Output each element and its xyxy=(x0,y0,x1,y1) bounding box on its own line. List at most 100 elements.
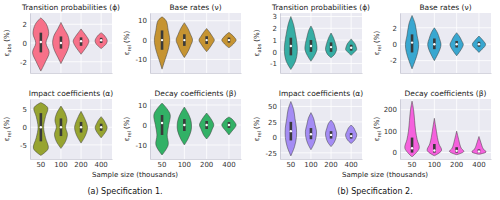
tick-label: 0 xyxy=(273,49,277,57)
median-dot xyxy=(100,39,102,41)
median-dot xyxy=(433,43,435,45)
grid-line xyxy=(310,13,311,73)
violin xyxy=(154,103,171,155)
y-label-subscript: rel xyxy=(126,45,132,51)
x-axis xyxy=(281,73,363,75)
median-dot xyxy=(455,150,457,152)
median-dot xyxy=(455,43,457,45)
tick-label: 400 xyxy=(472,161,485,169)
x-axis-label: Sample size (thousands) xyxy=(92,171,178,179)
quartile-box xyxy=(290,122,293,141)
y-label-subscript: rel xyxy=(256,131,262,137)
tick: -5 xyxy=(20,142,30,150)
tick-label: -2 xyxy=(20,58,27,66)
tick: 50 xyxy=(36,159,45,169)
tick: 2 xyxy=(273,25,280,33)
tick: 100 xyxy=(54,159,67,169)
violin xyxy=(472,36,485,52)
grid-line xyxy=(434,13,435,73)
median-dot xyxy=(478,150,480,152)
quartile-box xyxy=(411,138,414,153)
quartile-box xyxy=(228,38,231,43)
grid-line xyxy=(101,99,102,159)
violin xyxy=(176,23,192,58)
tick-label: -25 xyxy=(266,150,277,158)
axis-line xyxy=(150,14,151,74)
y-axis: -202 xyxy=(20,14,30,74)
quartile-box xyxy=(455,147,458,152)
subplot-title: Impact coefficients (α) xyxy=(29,89,114,98)
tick: 5 xyxy=(23,106,30,114)
caption: (b) Specification 2. xyxy=(337,187,412,196)
quartile-box xyxy=(60,118,63,136)
quartile-box xyxy=(183,119,186,131)
y-label-unit: (%) xyxy=(123,117,131,129)
tick: 50 xyxy=(408,159,417,169)
tick-label: -2 xyxy=(390,57,397,65)
plot-background xyxy=(30,99,112,159)
marks xyxy=(154,17,236,69)
violin xyxy=(428,28,441,61)
violin xyxy=(405,101,420,157)
tick: -1 xyxy=(270,60,280,68)
tick: 0 xyxy=(393,41,400,49)
y-axis: -10010 xyxy=(136,100,151,160)
tick-label: 10 xyxy=(138,102,147,110)
median-dot xyxy=(433,149,435,151)
tick: 0 xyxy=(273,49,280,57)
axis-line xyxy=(280,100,281,160)
grid-line xyxy=(456,99,457,159)
median-dot xyxy=(183,124,185,126)
tick-label: 50 xyxy=(408,161,417,169)
tick-label: 5 xyxy=(23,106,27,114)
violin xyxy=(449,131,463,155)
subplot xyxy=(280,13,362,73)
axis-line xyxy=(150,100,151,160)
x-axis: 50100200400 xyxy=(31,159,113,169)
median-dot xyxy=(330,46,332,48)
quartile-box xyxy=(478,42,481,47)
median-dot xyxy=(205,39,207,41)
plot-background xyxy=(400,13,491,73)
y-axis-label: εabs(%) xyxy=(3,29,12,56)
plot-background xyxy=(150,99,241,159)
tick: 400 xyxy=(94,159,107,169)
grid-line xyxy=(81,99,82,159)
median-dot xyxy=(100,126,102,128)
grid-line xyxy=(184,13,185,73)
violin xyxy=(53,22,70,63)
median-dot xyxy=(330,134,332,136)
median-dot xyxy=(80,126,82,128)
subplot xyxy=(30,99,112,159)
tick-label: 400 xyxy=(344,161,357,169)
tick-label: 0 xyxy=(143,122,147,130)
y-label-unit: (%) xyxy=(253,29,261,41)
x-axis xyxy=(401,73,492,75)
axis-line xyxy=(400,100,401,160)
violin xyxy=(284,17,297,70)
quartile-box xyxy=(455,41,458,48)
quartile-box xyxy=(433,144,436,153)
y-label-unit: (%) xyxy=(373,117,381,129)
tick: -10 xyxy=(136,56,150,64)
axis-line xyxy=(280,14,281,74)
subplot-title: Transition probabilities (ϕ) xyxy=(21,3,120,12)
axis-line xyxy=(31,73,113,74)
violin xyxy=(450,33,463,56)
tick: 100 xyxy=(384,128,400,136)
median-dot xyxy=(80,40,82,42)
grid-line xyxy=(206,13,207,73)
x-axis xyxy=(31,73,113,75)
y-label-subscript: rel xyxy=(126,131,132,137)
tick: 100 xyxy=(178,159,191,169)
plot-background xyxy=(280,13,362,73)
tick-label: 2 xyxy=(23,21,27,29)
tick: 1 xyxy=(273,37,280,45)
tick: 10 xyxy=(138,102,150,110)
subplot xyxy=(280,99,362,159)
quartile-box xyxy=(350,45,353,51)
y-label-unit: (%) xyxy=(3,117,11,129)
tick-label: 50 xyxy=(36,161,45,169)
y-axis-label: εabs(%) xyxy=(253,29,262,56)
median-dot xyxy=(310,45,312,47)
